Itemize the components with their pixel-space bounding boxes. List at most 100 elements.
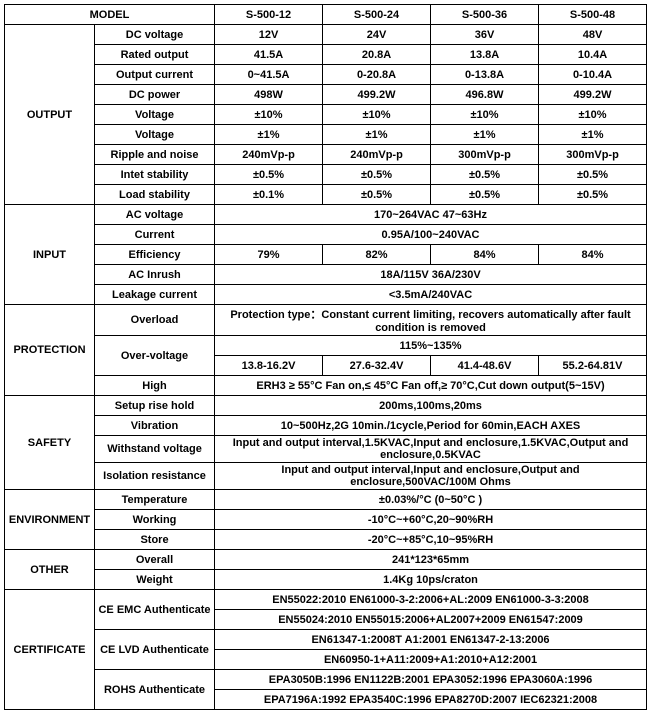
row-label: Weight [95,570,215,590]
row-label: Current [95,225,215,245]
section-certificate: CERTIFICATE [5,590,95,710]
cell: ±0.5% [215,165,323,185]
cell: 27.6-32.4V [323,356,431,376]
section-safety: SAFETY [5,396,95,490]
cell: ±0.5% [539,165,647,185]
cell: ±0.1% [215,185,323,205]
cell-span: -10°C~+60°C,20~90%RH [215,510,647,530]
cell: ±0.5% [323,185,431,205]
cell: 13.8-16.2V [215,356,323,376]
row-label: Vibration [95,416,215,436]
cell-span: 241*123*65mm [215,550,647,570]
header-m2: S-500-24 [323,5,431,25]
cell: ±1% [323,125,431,145]
cell: 499.2W [323,85,431,105]
cell-span: <3.5mA/240VAC [215,285,647,305]
cell: 0-10.4A [539,65,647,85]
row-label: Temperature [95,490,215,510]
row-label: Leakage current [95,285,215,305]
section-output: OUTPUT [5,25,95,205]
cell: 10.4A [539,45,647,65]
header-m1: S-500-12 [215,5,323,25]
header-m4: S-500-48 [539,5,647,25]
cell-span: Input and output interval,Input and encl… [215,463,647,490]
cell-span: EN55024:2010 EN55015:2006+AL2007+2009 EN… [215,610,647,630]
cell: 12V [215,25,323,45]
cell-span: 200ms,100ms,20ms [215,396,647,416]
cell: ±0.5% [431,165,539,185]
cell: ±0.5% [323,165,431,185]
cell: 0-13.8A [431,65,539,85]
cell: 41.4-48.6V [431,356,539,376]
section-input: INPUT [5,205,95,305]
cell: 498W [215,85,323,105]
cell: ±1% [215,125,323,145]
cell-span: ±0.03%/°C (0~50°C ) [215,490,647,510]
cell: 79% [215,245,323,265]
cell: ±10% [539,105,647,125]
section-environment: ENVIRONMENT [5,490,95,550]
cell-span: -20°C~+85°C,10~95%RH [215,530,647,550]
header-model: MODEL [5,5,215,25]
cell-span: 18A/115V 36A/230V [215,265,647,285]
cell: ±1% [539,125,647,145]
row-label: AC Inrush [95,265,215,285]
row-label: Output current [95,65,215,85]
cell: 84% [431,245,539,265]
cell-span: ERH3 ≥ 55°C Fan on,≤ 45°C Fan off,≥ 70°C… [215,376,647,396]
row-label: DC voltage [95,25,215,45]
row-label: High [95,376,215,396]
row-label: Overload [95,305,215,336]
header-m3: S-500-36 [431,5,539,25]
cell: 499.2W [539,85,647,105]
cell: ±0.5% [539,185,647,205]
row-label: Withstand voltage [95,436,215,463]
cell: 240mVp-p [323,145,431,165]
row-label: DC power [95,85,215,105]
row-label: Overall [95,550,215,570]
cell: 36V [431,25,539,45]
cell: 300mVp-p [431,145,539,165]
cell: 41.5A [215,45,323,65]
row-label: CE EMC Authenticate [95,590,215,630]
row-label: ROHS Authenticate [95,670,215,710]
row-label: Over-voltage [95,336,215,376]
spec-table: MODELS-500-12S-500-24S-500-36S-500-48 OUT… [4,4,647,710]
cell-span: 1.4Kg 10ps/craton [215,570,647,590]
cell: 48V [539,25,647,45]
row-label: Voltage [95,125,215,145]
cell: ±1% [431,125,539,145]
row-label: Load stability [95,185,215,205]
cell: 496.8W [431,85,539,105]
cell-span: EN61347-1:2008T A1:2001 EN61347-2-13:200… [215,630,647,650]
cell: 240mVp-p [215,145,323,165]
cell-span: 170~264VAC 47~63Hz [215,205,647,225]
cell: 0-20.8A [323,65,431,85]
cell-span: EN55022:2010 EN61000-3-2:2006+AL:2009 EN… [215,590,647,610]
row-label: Setup rise hold [95,396,215,416]
row-label: Voltage [95,105,215,125]
row-label: Working [95,510,215,530]
cell: 20.8A [323,45,431,65]
cell: ±10% [215,105,323,125]
cell-span: EPA7196A:1992 EPA3540C:1996 EPA8270D:200… [215,690,647,710]
cell-span: Protection type：Constant current limitin… [215,305,647,336]
row-label: AC voltage [95,205,215,225]
section-protection: PROTECTION [5,305,95,396]
cell: ±0.5% [431,185,539,205]
row-label: Efficiency [95,245,215,265]
cell: 300mVp-p [539,145,647,165]
row-label: Isolation resistance [95,463,215,490]
row-label: CE LVD Authenticate [95,630,215,670]
cell-span: 0.95A/100~240VAC [215,225,647,245]
cell-span: EPA3050B:1996 EN1122B:2001 EPA3052:1996 … [215,670,647,690]
cell-span: 10~500Hz,2G 10min./1cycle,Period for 60m… [215,416,647,436]
cell: ±10% [431,105,539,125]
row-label: Rated output [95,45,215,65]
cell: 84% [539,245,647,265]
section-other: OTHER [5,550,95,590]
cell: 55.2-64.81V [539,356,647,376]
cell: 0~41.5A [215,65,323,85]
row-label: Store [95,530,215,550]
row-label: Ripple and noise [95,145,215,165]
